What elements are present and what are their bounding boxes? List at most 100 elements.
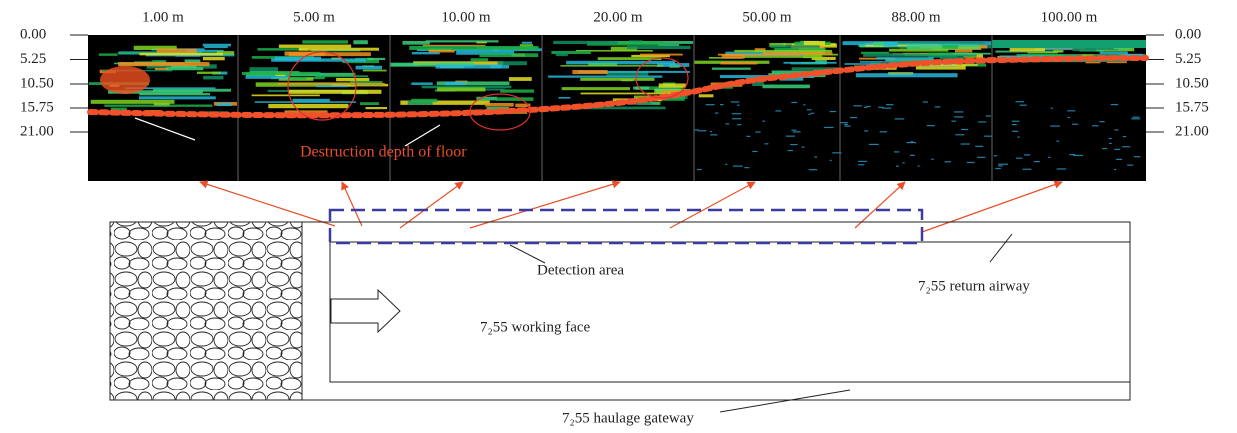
speckle bbox=[1067, 110, 1075, 111]
speckle bbox=[1122, 146, 1130, 147]
speckle bbox=[1012, 131, 1018, 132]
pointer bbox=[720, 390, 850, 412]
speckle bbox=[1123, 136, 1126, 137]
stripe bbox=[315, 75, 368, 77]
depth-label: 15.75 bbox=[20, 99, 54, 115]
speckle bbox=[790, 144, 797, 145]
speckle bbox=[752, 151, 757, 152]
stripe bbox=[360, 102, 379, 105]
depth-label: 21.00 bbox=[20, 123, 54, 139]
speckle bbox=[918, 165, 920, 166]
stripe bbox=[712, 68, 751, 70]
stripe bbox=[783, 62, 836, 64]
speckle bbox=[710, 131, 712, 132]
speckle bbox=[998, 165, 1003, 166]
speckle bbox=[882, 108, 891, 109]
speckle bbox=[793, 131, 801, 132]
depth-label: 10.50 bbox=[1175, 75, 1209, 91]
stripe bbox=[268, 104, 348, 108]
speckle bbox=[811, 113, 814, 114]
stripe bbox=[509, 77, 532, 81]
figure: 1.00 m5.00 m10.00 m20.00 m50.00 m88.00 m… bbox=[0, 0, 1237, 433]
stripe bbox=[1073, 48, 1097, 52]
speckle bbox=[808, 114, 811, 115]
speckle bbox=[895, 118, 905, 119]
speckle bbox=[894, 151, 899, 152]
speckle bbox=[927, 125, 935, 126]
speckle bbox=[1134, 156, 1141, 157]
stripe bbox=[99, 53, 118, 55]
speckle bbox=[994, 155, 998, 156]
stripe bbox=[522, 42, 532, 44]
speckle bbox=[967, 162, 975, 163]
speckle bbox=[1102, 148, 1107, 149]
speckle bbox=[697, 169, 702, 170]
column-label: 20.00 m bbox=[593, 9, 643, 25]
speckle bbox=[1012, 121, 1020, 122]
stripe bbox=[242, 72, 321, 75]
stripe bbox=[203, 44, 231, 47]
column-label: 50.00 m bbox=[742, 9, 792, 25]
face-label: 7₂55 working face bbox=[480, 319, 591, 335]
speckle bbox=[984, 136, 992, 137]
speckle bbox=[858, 164, 864, 165]
stripe bbox=[498, 61, 527, 65]
column-label: 10.00 m bbox=[441, 9, 491, 25]
stripe bbox=[556, 52, 568, 56]
speckle bbox=[902, 162, 904, 163]
speckle bbox=[986, 115, 991, 116]
stripe bbox=[445, 82, 465, 85]
column-label: 1.00 m bbox=[142, 9, 184, 25]
speckle bbox=[791, 102, 797, 103]
stripe bbox=[560, 65, 663, 67]
airway-label: 7₂55 return airway bbox=[918, 278, 1030, 294]
speckle bbox=[1111, 104, 1118, 105]
stripe bbox=[479, 53, 538, 57]
speckle bbox=[1109, 138, 1112, 139]
stripe bbox=[762, 85, 809, 89]
speckle bbox=[737, 105, 739, 106]
stripe bbox=[155, 68, 168, 70]
speckle bbox=[844, 126, 850, 127]
stripe bbox=[288, 77, 306, 79]
speckle bbox=[731, 101, 740, 102]
stripe bbox=[640, 54, 683, 56]
speckle bbox=[954, 111, 963, 112]
depth-label: 15.75 bbox=[1175, 99, 1209, 115]
speckle bbox=[830, 111, 837, 112]
speckle bbox=[1072, 124, 1078, 125]
speckle bbox=[764, 143, 768, 144]
band bbox=[992, 40, 1146, 48]
stripe bbox=[204, 46, 228, 48]
stripe bbox=[797, 53, 811, 55]
speckle bbox=[864, 130, 868, 131]
stripe bbox=[302, 40, 348, 43]
pointer bbox=[990, 234, 1012, 262]
stripe bbox=[804, 41, 825, 45]
speckle bbox=[755, 131, 760, 132]
stripe bbox=[402, 41, 429, 45]
speckle bbox=[850, 117, 857, 118]
speckle bbox=[809, 169, 817, 170]
stripe bbox=[289, 90, 381, 94]
speckle bbox=[1092, 125, 1099, 126]
stripe bbox=[356, 66, 382, 70]
speckle bbox=[775, 110, 781, 111]
stripe bbox=[197, 72, 221, 74]
speckle bbox=[706, 104, 715, 105]
speckle bbox=[720, 104, 724, 105]
stripe bbox=[1100, 51, 1128, 54]
stripe bbox=[876, 57, 933, 59]
arrows bbox=[200, 182, 1062, 232]
speckle bbox=[998, 164, 1008, 165]
stripe bbox=[203, 76, 223, 80]
stripe bbox=[803, 57, 825, 59]
stripe bbox=[299, 48, 379, 51]
stripe bbox=[411, 82, 432, 84]
stripe bbox=[558, 97, 570, 99]
hotspot bbox=[100, 66, 150, 94]
speckle bbox=[975, 146, 983, 147]
stripe bbox=[277, 83, 384, 85]
annotation: Destruction depth of floor bbox=[300, 144, 467, 161]
